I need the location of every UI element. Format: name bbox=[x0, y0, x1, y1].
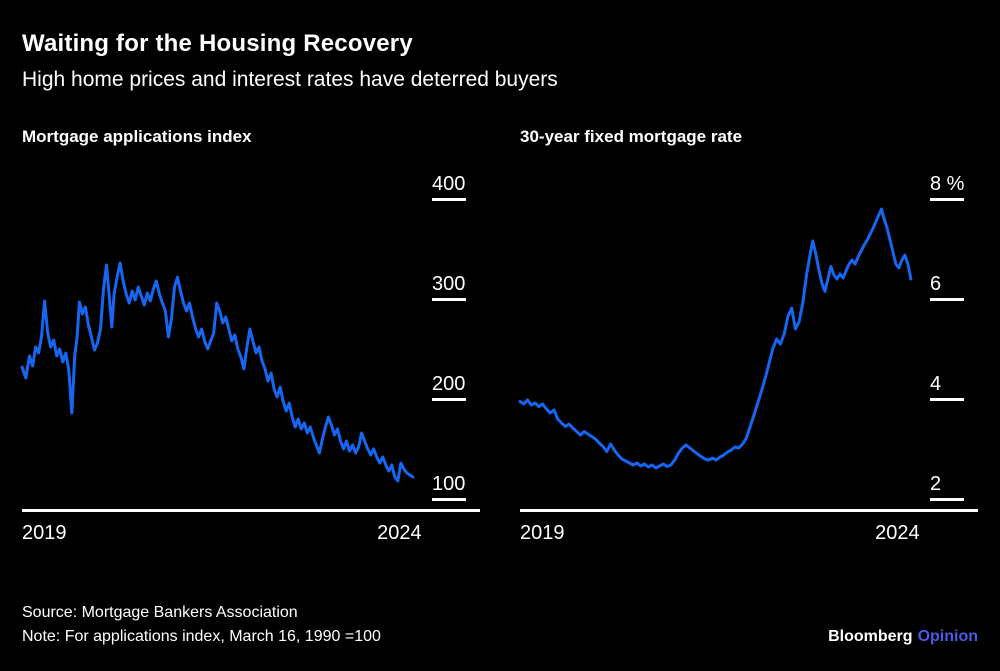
y-tick-label: 8 % bbox=[930, 173, 965, 196]
y-tick-mark bbox=[930, 198, 964, 202]
figure-header: Waiting for the Housing Recovery High ho… bbox=[22, 30, 978, 93]
y-tick-mark bbox=[432, 298, 466, 302]
page-subtitle: High home prices and interest rates have… bbox=[22, 67, 558, 91]
data-line bbox=[518, 207, 913, 470]
plot-row: 400 300 200 100 bbox=[20, 169, 480, 513]
bloomberg-opinion-logo: Bloomberg Opinion bbox=[828, 625, 978, 649]
source-note-block: Source: Mortgage Bankers Association Not… bbox=[22, 601, 381, 649]
y-tick-mark bbox=[432, 498, 466, 502]
x-tick-label: 2019 bbox=[520, 522, 565, 545]
y-tick-mark bbox=[432, 398, 466, 402]
plot-area bbox=[518, 169, 920, 509]
chart-title: 30-year fixed mortgage rate bbox=[520, 127, 743, 147]
note-text: Note: For applications index, March 16, … bbox=[22, 628, 381, 646]
chart-panel-mortgage-rate: 30-year fixed mortgage rate 8 % 6 4 2 2019 2… bbox=[518, 127, 978, 545]
figure-footer: Source: Mortgage Bankers Association Not… bbox=[22, 601, 978, 649]
opinion-label: Opinion bbox=[917, 628, 978, 646]
y-tick-mark bbox=[930, 498, 964, 502]
x-tick-label: 2019 bbox=[22, 522, 67, 545]
data-line bbox=[20, 261, 415, 483]
charts-row: Mortgage applications index 400 300 200 100… bbox=[20, 127, 978, 545]
plot-area bbox=[20, 169, 422, 509]
y-tick-label: 200 bbox=[432, 373, 466, 396]
page-title: Waiting for the Housing Recovery bbox=[22, 30, 413, 57]
chart-title: Mortgage applications index bbox=[22, 127, 252, 147]
y-axis-gutter: 400 300 200 100 bbox=[422, 169, 480, 509]
y-tick-mark bbox=[930, 298, 964, 302]
line-chart-svg bbox=[20, 261, 415, 483]
y-axis-gutter: 8 % 6 4 2 bbox=[920, 169, 978, 509]
source-text: Source: Mortgage Bankers Association bbox=[22, 604, 298, 622]
line-chart-svg bbox=[518, 207, 913, 470]
x-axis-labels: 2019 2024 bbox=[520, 521, 920, 545]
y-tick-label: 400 bbox=[432, 173, 466, 196]
x-axis-labels: 2019 2024 bbox=[22, 521, 422, 545]
y-tick-mark bbox=[930, 398, 964, 402]
y-tick-label: 100 bbox=[432, 473, 466, 496]
y-tick-label: 2 bbox=[930, 473, 942, 496]
y-tick-label: 300 bbox=[432, 273, 466, 296]
y-tick-mark bbox=[432, 198, 466, 202]
plot-row: 8 % 6 4 2 bbox=[518, 169, 978, 513]
x-tick-label: 2024 bbox=[875, 522, 920, 545]
y-tick-label: 6 bbox=[930, 273, 942, 296]
y-tick-label: 4 bbox=[930, 373, 942, 396]
x-tick-label: 2024 bbox=[377, 522, 422, 545]
bloomberg-wordmark: Bloomberg bbox=[828, 628, 913, 646]
chart-panel-applications-index: Mortgage applications index 400 300 200 100… bbox=[20, 127, 480, 545]
